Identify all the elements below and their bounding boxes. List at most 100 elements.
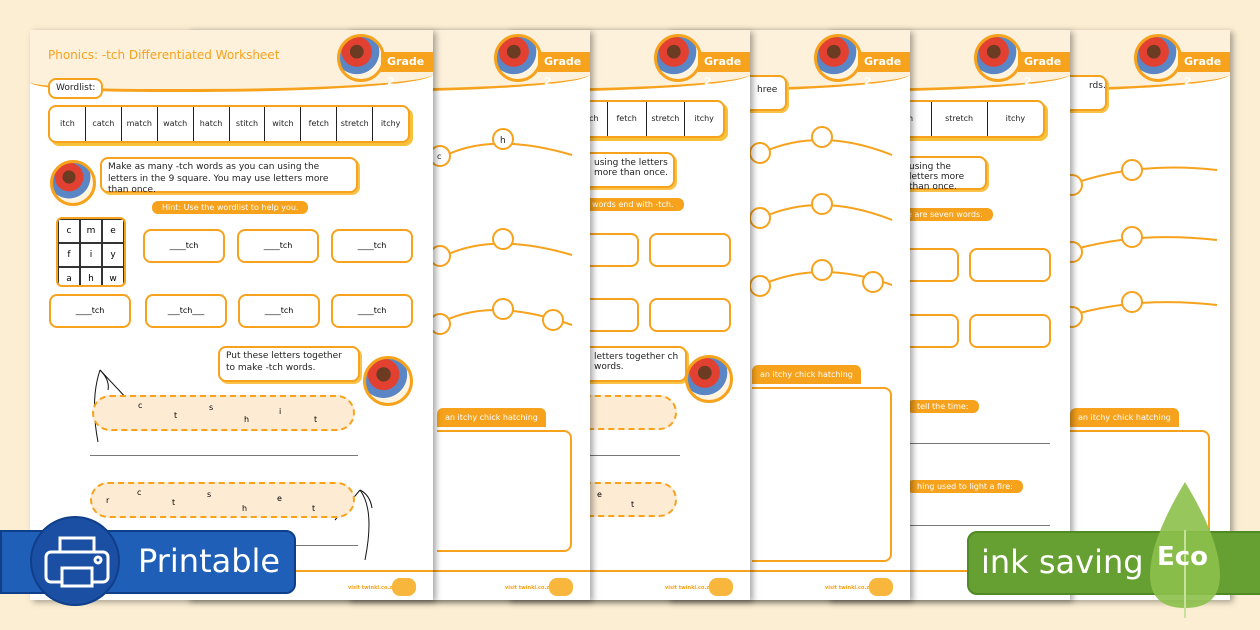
grade-badge: Grade 2 (858, 52, 910, 88)
grid-letter: f (58, 243, 80, 267)
grade-badge: Grade 2 (1018, 52, 1070, 88)
hint-pill: Hint: Use the wordlist to help you. (152, 201, 309, 214)
word-cell: fetch (301, 107, 338, 141)
leaf-icon: Eco (1145, 480, 1225, 620)
answer-box: ____tch (143, 229, 225, 263)
girl-avatar (50, 160, 96, 206)
word-cell: itchy (694, 114, 714, 123)
word-cell: watch (158, 107, 194, 141)
letter-caterpillar: c t s h i t (92, 395, 355, 431)
instruction-text: Make as many -tch words as you can using… (108, 162, 329, 196)
printable-badge: Printable (0, 530, 296, 594)
letter: t (314, 415, 318, 424)
letter: s (207, 490, 212, 499)
section-tab: an itchy chick hatching (752, 365, 861, 384)
printer-icon (30, 516, 120, 606)
word-cell: fetch (608, 102, 647, 136)
footer-url: visit twinkl.co.za (505, 585, 553, 591)
arc-letter: c (437, 152, 441, 161)
footer-url: visit twinkl.co.za (665, 585, 713, 591)
box-text: hree (757, 85, 778, 95)
grade-badge: Grade 2 (1178, 52, 1230, 88)
hint-pill: words end with -tch. (582, 198, 684, 211)
answer-line (90, 455, 358, 456)
letter-caterpillar: r c t s h e t (90, 482, 355, 518)
arc-letter: h (500, 136, 506, 146)
twinkl-logo (392, 578, 416, 596)
word-cell: itchy (380, 119, 401, 128)
speech-bubble: Put these letters together to make -tch … (218, 346, 360, 382)
letter: t (312, 504, 316, 513)
answer-line (910, 443, 1050, 444)
answer-box: ____tch (237, 229, 319, 263)
twinkl-logo (709, 578, 733, 596)
answer-box (649, 233, 731, 267)
word-cell: stitch (230, 107, 266, 141)
grid-letter: a (58, 267, 80, 285)
word-cell: witch (265, 107, 302, 141)
answer-line (910, 525, 1050, 526)
grade-badge: Grade 2 (381, 52, 433, 88)
boy-avatar (363, 356, 413, 406)
letter: t (174, 411, 178, 420)
answer-box: ____tch (331, 229, 413, 263)
answer-box (969, 314, 1051, 348)
grade-badge: Grade 2 (698, 52, 750, 88)
grid-letter: i (80, 243, 102, 267)
instruction-text: Put these letters together to make -tch … (226, 351, 342, 373)
answer-box (969, 248, 1051, 282)
speech-bubble: Make as many -tch words as you can using… (100, 157, 358, 196)
letter: h (244, 415, 250, 424)
boy-avatar (685, 355, 733, 403)
answer-line (590, 455, 680, 456)
answer-box (649, 298, 731, 332)
section-tab: an itchy chick hatching (1070, 408, 1179, 427)
footer-url: visit twinkl.co.za (825, 585, 873, 591)
answer-box: ___tch___ (145, 294, 227, 328)
grid-letter: w (102, 267, 124, 285)
drawing-box (437, 430, 572, 552)
word-cell: hatch (194, 107, 230, 141)
characters-avatar (974, 34, 1022, 82)
hint-pill: e are seven words. (897, 208, 993, 221)
characters-avatar (494, 34, 542, 82)
section-tab: an itchy chick hatching (437, 408, 546, 427)
bubble-text: using the letters more than once. (909, 162, 965, 192)
characters-avatar (654, 34, 702, 82)
letter: t (172, 498, 176, 507)
letter: e (277, 494, 282, 503)
wordlist-label: Wordlist: (48, 78, 103, 99)
word-cell: stretch (932, 102, 988, 136)
characters-avatar (814, 34, 862, 82)
question-pill: hing used to light a fire: (907, 480, 1023, 493)
twinkl-logo (549, 578, 573, 596)
grid-letter: e (102, 219, 124, 243)
ink-saving-label: ink saving (981, 543, 1144, 581)
letter: h (242, 504, 248, 513)
grade-badge: Grade 2 (538, 52, 590, 88)
worksheet-page-1: Phonics: -tch Differentiated Worksheet G… (30, 30, 433, 600)
letter-arcs (749, 126, 893, 297)
answer-box: ____tch (331, 294, 413, 328)
word-cell: catch (86, 107, 122, 141)
eco-label: Eco (1157, 542, 1209, 572)
letter: t (631, 500, 635, 509)
twinkl-logo (869, 578, 893, 596)
word-cell: stretch (647, 102, 686, 136)
letter: i (279, 407, 282, 416)
letter: e (597, 490, 602, 499)
answer-box: ____tch (238, 294, 320, 328)
footer-url: visit twinkl.co.za (348, 585, 396, 591)
word-cell: itch (50, 107, 86, 141)
letter: r (106, 496, 110, 505)
letter: c (137, 488, 142, 497)
wordlist-table: itch catch match watch hatch stitch witch fetch… (48, 105, 410, 143)
word-cell: match (122, 107, 158, 141)
letter: s (209, 403, 214, 412)
box-text: rds. (1089, 81, 1106, 91)
printable-label: Printable (138, 542, 281, 580)
bubble-text: using the letters more than once. (594, 158, 669, 178)
question-pill: tell the time: (907, 400, 979, 413)
drawing-box (752, 387, 892, 562)
